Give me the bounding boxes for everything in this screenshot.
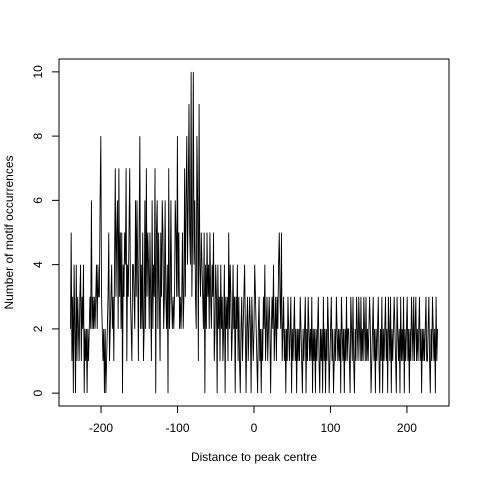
series-layer [70,71,438,394]
plot-frame [58,58,450,407]
axis-ticks [52,71,408,413]
x-axis-title: Distance to peak centre [191,450,317,464]
y-tick-label: 10 [31,65,45,79]
series-line [70,71,438,394]
x-tick-label: -200 [89,421,113,435]
y-tick-label: 4 [31,261,45,268]
x-tick-label: 100 [320,421,340,435]
y-tick-label: 8 [31,132,45,139]
x-tick-label: -100 [166,421,190,435]
x-tick-label: 200 [397,421,417,435]
y-tick-label: 2 [31,325,45,332]
tick-labels: -200 -100 0 100 200 0 2 4 6 8 10 [31,65,417,435]
x-tick-label: 0 [251,421,258,435]
y-axis-title: Number of motif occurrences [2,155,16,309]
y-tick-label: 0 [31,389,45,396]
y-tick-label: 6 [31,197,45,204]
